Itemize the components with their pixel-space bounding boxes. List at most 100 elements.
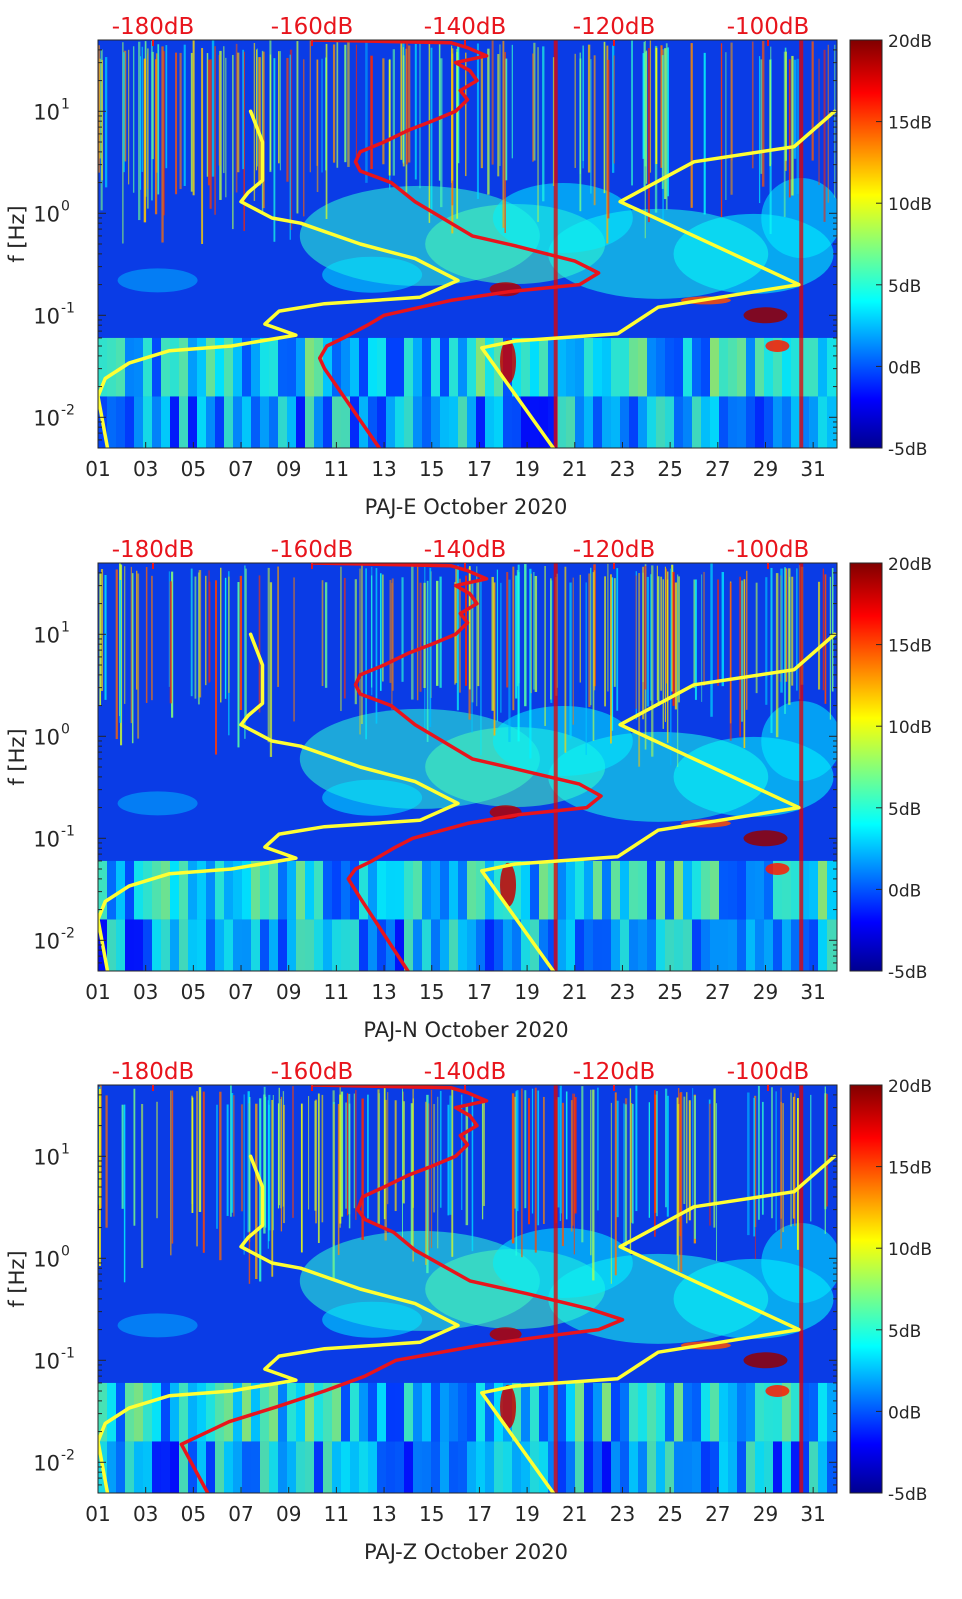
y-tick-base: 10 xyxy=(33,929,60,953)
y-tick-exponent: -1 xyxy=(61,300,75,316)
y-tick-base: 10 xyxy=(33,827,60,851)
colorbar-tick-label: 0dB xyxy=(888,1403,921,1423)
x-tick-label: 17 xyxy=(467,457,492,481)
x-tick-label: 31 xyxy=(800,457,825,481)
x-tick-label: 15 xyxy=(419,980,444,1004)
colorbar xyxy=(849,1084,883,1494)
y-tick-label: 10 -2 xyxy=(33,925,75,953)
spectrogram-image xyxy=(98,563,837,971)
series-line-2 xyxy=(480,109,837,448)
x-tick-label: 17 xyxy=(467,1502,492,1526)
x-tick-label: 31 xyxy=(800,980,825,1004)
y-tick-base: 10 xyxy=(33,406,60,430)
y-tick-base: 10 xyxy=(33,1145,60,1169)
y-tick-base: 10 xyxy=(33,1247,60,1271)
y-tick-exponent: 0 xyxy=(61,198,70,214)
colorbar-tick-label: 15dB xyxy=(888,114,932,134)
x-tick-label: 11 xyxy=(324,457,349,481)
x-tick-label: 13 xyxy=(371,457,396,481)
series-line-3 xyxy=(310,40,601,448)
x-tick-label: 01 xyxy=(85,980,110,1004)
colorbar-tick-label: 20dB xyxy=(888,555,932,575)
x-tick-label: 27 xyxy=(705,980,730,1004)
colorbar-tick-label: -5dB xyxy=(888,440,927,460)
x-tick-label: 09 xyxy=(276,1502,301,1526)
x-tick-label: 21 xyxy=(562,1502,587,1526)
x-tick-label: 01 xyxy=(85,457,110,481)
series-line-2 xyxy=(480,632,837,971)
y-tick-exponent: 0 xyxy=(61,1243,70,1259)
colorbar-tick-label: 5dB xyxy=(888,1322,921,1342)
spectrogram-image xyxy=(98,40,837,448)
x-tick-label: 05 xyxy=(181,980,206,1004)
x-tick-label: 03 xyxy=(133,980,158,1004)
x-axis-label: PAJ-N October 2020 xyxy=(363,1018,568,1042)
x-tick-label: 23 xyxy=(610,1502,635,1526)
y-tick-exponent: 1 xyxy=(61,1141,70,1157)
top-axis-tick-label: -120dB xyxy=(573,14,656,40)
x-tick-label: 19 xyxy=(514,980,539,1004)
y-tick-base: 10 xyxy=(33,304,60,328)
x-tick-label: 05 xyxy=(181,1502,206,1526)
y-tick-base: 10 xyxy=(33,202,60,226)
y-tick-base: 10 xyxy=(33,623,60,647)
top-axis-tick-label: -140dB xyxy=(424,14,507,40)
y-tick-label: 10 -2 xyxy=(33,1447,75,1475)
top-axis-tick-label: -180dB xyxy=(112,14,195,40)
top-axis-tick-label: -140dB xyxy=(424,537,507,563)
x-tick-label: 13 xyxy=(371,980,396,1004)
y-axis-label: f [Hz] xyxy=(5,205,29,262)
y-axis-label: f [Hz] xyxy=(5,728,29,785)
x-tick-label: 23 xyxy=(610,457,635,481)
x-tick-label: 29 xyxy=(753,457,778,481)
y-tick-label: 10 -1 xyxy=(33,1345,75,1373)
top-axis-tick-label: -160dB xyxy=(271,14,354,40)
colorbar-tick-label: 10dB xyxy=(888,718,932,738)
series-line-2 xyxy=(480,1154,837,1493)
y-tick-label: 10 1 xyxy=(33,619,70,647)
y-tick-exponent: -2 xyxy=(61,925,75,941)
colorbar-tick-label: 10dB xyxy=(888,195,932,215)
x-tick-label: 11 xyxy=(324,1502,349,1526)
top-axis-tick-label: -120dB xyxy=(573,1059,656,1085)
x-tick-label: 07 xyxy=(228,1502,253,1526)
x-tick-label: 21 xyxy=(562,457,587,481)
series-line-1 xyxy=(98,632,460,971)
x-tick-label: 19 xyxy=(514,457,539,481)
x-tick-label: 23 xyxy=(610,980,635,1004)
top-axis-tick-label: -100dB xyxy=(727,1059,810,1085)
x-tick-label: 03 xyxy=(133,457,158,481)
top-axis-tick-label: -180dB xyxy=(112,1059,195,1085)
colorbar xyxy=(849,39,883,449)
colorbar-tick-label: 20dB xyxy=(888,1077,932,1097)
y-tick-exponent: 1 xyxy=(61,96,70,112)
top-axis-tick-label: -160dB xyxy=(271,537,354,563)
y-tick-exponent: -2 xyxy=(61,1447,75,1463)
y-tick-base: 10 xyxy=(33,100,60,124)
top-axis-tick-label: -140dB xyxy=(424,1059,507,1085)
x-tick-label: 25 xyxy=(657,980,682,1004)
y-tick-label: 10 0 xyxy=(33,721,70,749)
x-tick-label: 25 xyxy=(657,1502,682,1526)
top-axis-tick-label: -100dB xyxy=(727,14,810,40)
x-tick-label: 07 xyxy=(228,980,253,1004)
y-tick-base: 10 xyxy=(33,1451,60,1475)
x-tick-label: 01 xyxy=(85,1502,110,1526)
top-axis-tick-label: -180dB xyxy=(112,537,195,563)
top-axis-tick-label: -120dB xyxy=(573,537,656,563)
x-tick-label: 31 xyxy=(800,1502,825,1526)
x-tick-label: 19 xyxy=(514,1502,539,1526)
series-line-1 xyxy=(98,1154,460,1493)
x-tick-label: 05 xyxy=(181,457,206,481)
x-tick-label: 29 xyxy=(753,1502,778,1526)
y-tick-exponent: 0 xyxy=(61,721,70,737)
series-line-1 xyxy=(98,109,460,448)
x-tick-label: 09 xyxy=(276,980,301,1004)
x-tick-label: 27 xyxy=(705,1502,730,1526)
x-tick-label: 25 xyxy=(657,457,682,481)
y-tick-label: 10 1 xyxy=(33,96,70,124)
x-tick-label: 29 xyxy=(753,980,778,1004)
y-tick-label: 10 0 xyxy=(33,198,70,226)
